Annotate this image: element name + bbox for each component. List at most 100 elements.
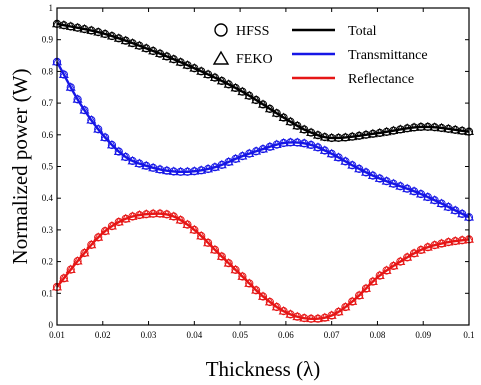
reflectance-feko-marker bbox=[395, 256, 406, 265]
total-feko-marker bbox=[333, 132, 344, 142]
transmittance-feko-marker bbox=[415, 188, 426, 198]
reflectance-feko-marker bbox=[79, 247, 90, 257]
transmittance-feko-marker bbox=[141, 160, 152, 170]
reflectance-feko-marker bbox=[333, 306, 344, 316]
x-tick-label: 0.03 bbox=[141, 330, 157, 340]
total-feko-marker bbox=[271, 108, 282, 117]
reflectance-feko-marker bbox=[141, 209, 152, 218]
reflectance-feko-marker bbox=[120, 213, 131, 223]
transmittance-feko-marker bbox=[333, 152, 344, 161]
transmittance-feko-marker bbox=[361, 167, 371, 176]
reflectance-feko-marker bbox=[134, 209, 145, 219]
transmittance-feko-marker bbox=[127, 155, 138, 165]
total-line bbox=[56, 22, 470, 140]
y-tick-label: 0.6 bbox=[42, 130, 54, 140]
reflectance-feko-marker bbox=[148, 208, 159, 218]
transmittance-feko-marker bbox=[285, 137, 296, 146]
transmittance-feko-marker bbox=[161, 165, 172, 175]
total-feko-marker bbox=[189, 63, 200, 72]
reflectance-feko-marker bbox=[443, 237, 454, 246]
transmittance-feko-marker bbox=[223, 156, 234, 166]
total-feko-marker bbox=[429, 122, 440, 131]
x-tick-label: 0.01 bbox=[49, 330, 65, 340]
legend-hfss-marker bbox=[214, 23, 228, 37]
transmittance-feko-marker bbox=[395, 181, 406, 190]
total-feko-marker bbox=[457, 125, 468, 135]
transmittance-feko-marker bbox=[292, 137, 303, 146]
total-feko-marker bbox=[86, 25, 97, 34]
reflectance-feko-marker bbox=[429, 240, 440, 249]
total-feko-marker bbox=[148, 45, 159, 55]
reflectance-feko-marker bbox=[285, 309, 296, 318]
total-feko-marker bbox=[388, 125, 399, 135]
total-feko-marker bbox=[79, 24, 90, 33]
total-feko-marker bbox=[209, 72, 220, 82]
total-feko-marker bbox=[292, 120, 303, 130]
transmittance-feko-marker bbox=[86, 115, 97, 124]
transmittance-feko-marker bbox=[106, 139, 117, 149]
transmittance-feko-marker bbox=[244, 148, 255, 158]
total-feko-marker bbox=[113, 33, 124, 42]
reflectance-feko-marker bbox=[306, 313, 317, 323]
transmittance-feko-marker bbox=[113, 146, 124, 155]
reflectance-feko-marker bbox=[203, 237, 214, 247]
y-tick-label: 0.8 bbox=[42, 66, 54, 76]
total-feko-marker bbox=[106, 30, 117, 40]
total-feko-marker bbox=[251, 94, 262, 104]
y-tick-label: 0.5 bbox=[42, 162, 54, 172]
reflectance-feko-marker bbox=[127, 211, 138, 220]
total-feko-marker bbox=[374, 127, 385, 137]
total-feko-marker bbox=[168, 54, 179, 63]
transmittance-feko-marker bbox=[354, 163, 365, 173]
transmittance-feko-marker bbox=[299, 138, 310, 147]
reflectance-feko-marker bbox=[93, 232, 104, 241]
total-feko-marker bbox=[161, 51, 172, 60]
total-feko-marker bbox=[244, 90, 255, 100]
x-tick-label: 0.1 bbox=[463, 330, 474, 340]
transmittance-feko-marker bbox=[422, 191, 433, 201]
reflectance-feko-marker bbox=[189, 224, 200, 234]
reflectance-feko-marker bbox=[223, 258, 234, 267]
total-feko-marker bbox=[354, 130, 365, 140]
legend: HFSS FEKO Total Transmittance Reflectance bbox=[212, 23, 428, 87]
ticks-layer: 0.01 0.02 0.03 0.04 0.05 0.06 0.07 0.08 0.09 0.1 0… bbox=[42, 3, 475, 340]
transmittance-feko-marker bbox=[175, 166, 186, 176]
transmittance-feko-marker bbox=[409, 186, 420, 195]
transmittance-feko-marker bbox=[347, 160, 358, 169]
reflectance-feko-marker bbox=[422, 242, 433, 251]
total-feko-marker bbox=[93, 27, 104, 36]
reflectance-feko-marker bbox=[237, 271, 248, 280]
reflectance-feko-marker bbox=[251, 285, 262, 294]
reflectance-feko-marker bbox=[65, 264, 76, 274]
transmittance-feko-marker bbox=[340, 156, 351, 165]
reflectance-feko-marker bbox=[457, 235, 468, 244]
transmittance-feko-marker bbox=[319, 145, 330, 154]
transmittance-feko-marker bbox=[237, 151, 248, 160]
x-tick-label: 0.07 bbox=[324, 330, 340, 340]
series-reflectance bbox=[52, 208, 474, 323]
series-total bbox=[52, 18, 474, 143]
reflectance-feko-marker bbox=[271, 301, 282, 311]
total-feko-marker bbox=[395, 124, 406, 133]
transmittance-feko-marker bbox=[443, 201, 454, 211]
y-tick-label: 0.3 bbox=[42, 225, 54, 235]
transmittance-feko-marker bbox=[278, 137, 289, 147]
transmittance-feko-marker bbox=[155, 164, 165, 173]
total-feko-marker bbox=[223, 79, 234, 88]
transmittance-feko-marker bbox=[65, 82, 76, 91]
total-feko-marker bbox=[141, 43, 152, 52]
x-axis-title: Thickness (λ) bbox=[206, 357, 321, 381]
reflectance-feko-marker bbox=[354, 290, 365, 299]
series-layer bbox=[52, 18, 474, 323]
reflectance-feko-marker bbox=[106, 221, 117, 230]
total-feko-marker bbox=[134, 40, 145, 50]
total-feko-marker bbox=[58, 20, 69, 29]
legend-transmittance-label: Transmittance bbox=[348, 48, 428, 63]
total-feko-marker bbox=[100, 28, 111, 38]
reflectance-feko-marker bbox=[278, 306, 289, 315]
reflectance-feko-marker bbox=[347, 296, 358, 305]
reflectance-feko-marker bbox=[264, 296, 275, 306]
total-feko-marker bbox=[347, 131, 358, 141]
transmittance-feko-marker bbox=[264, 141, 275, 151]
